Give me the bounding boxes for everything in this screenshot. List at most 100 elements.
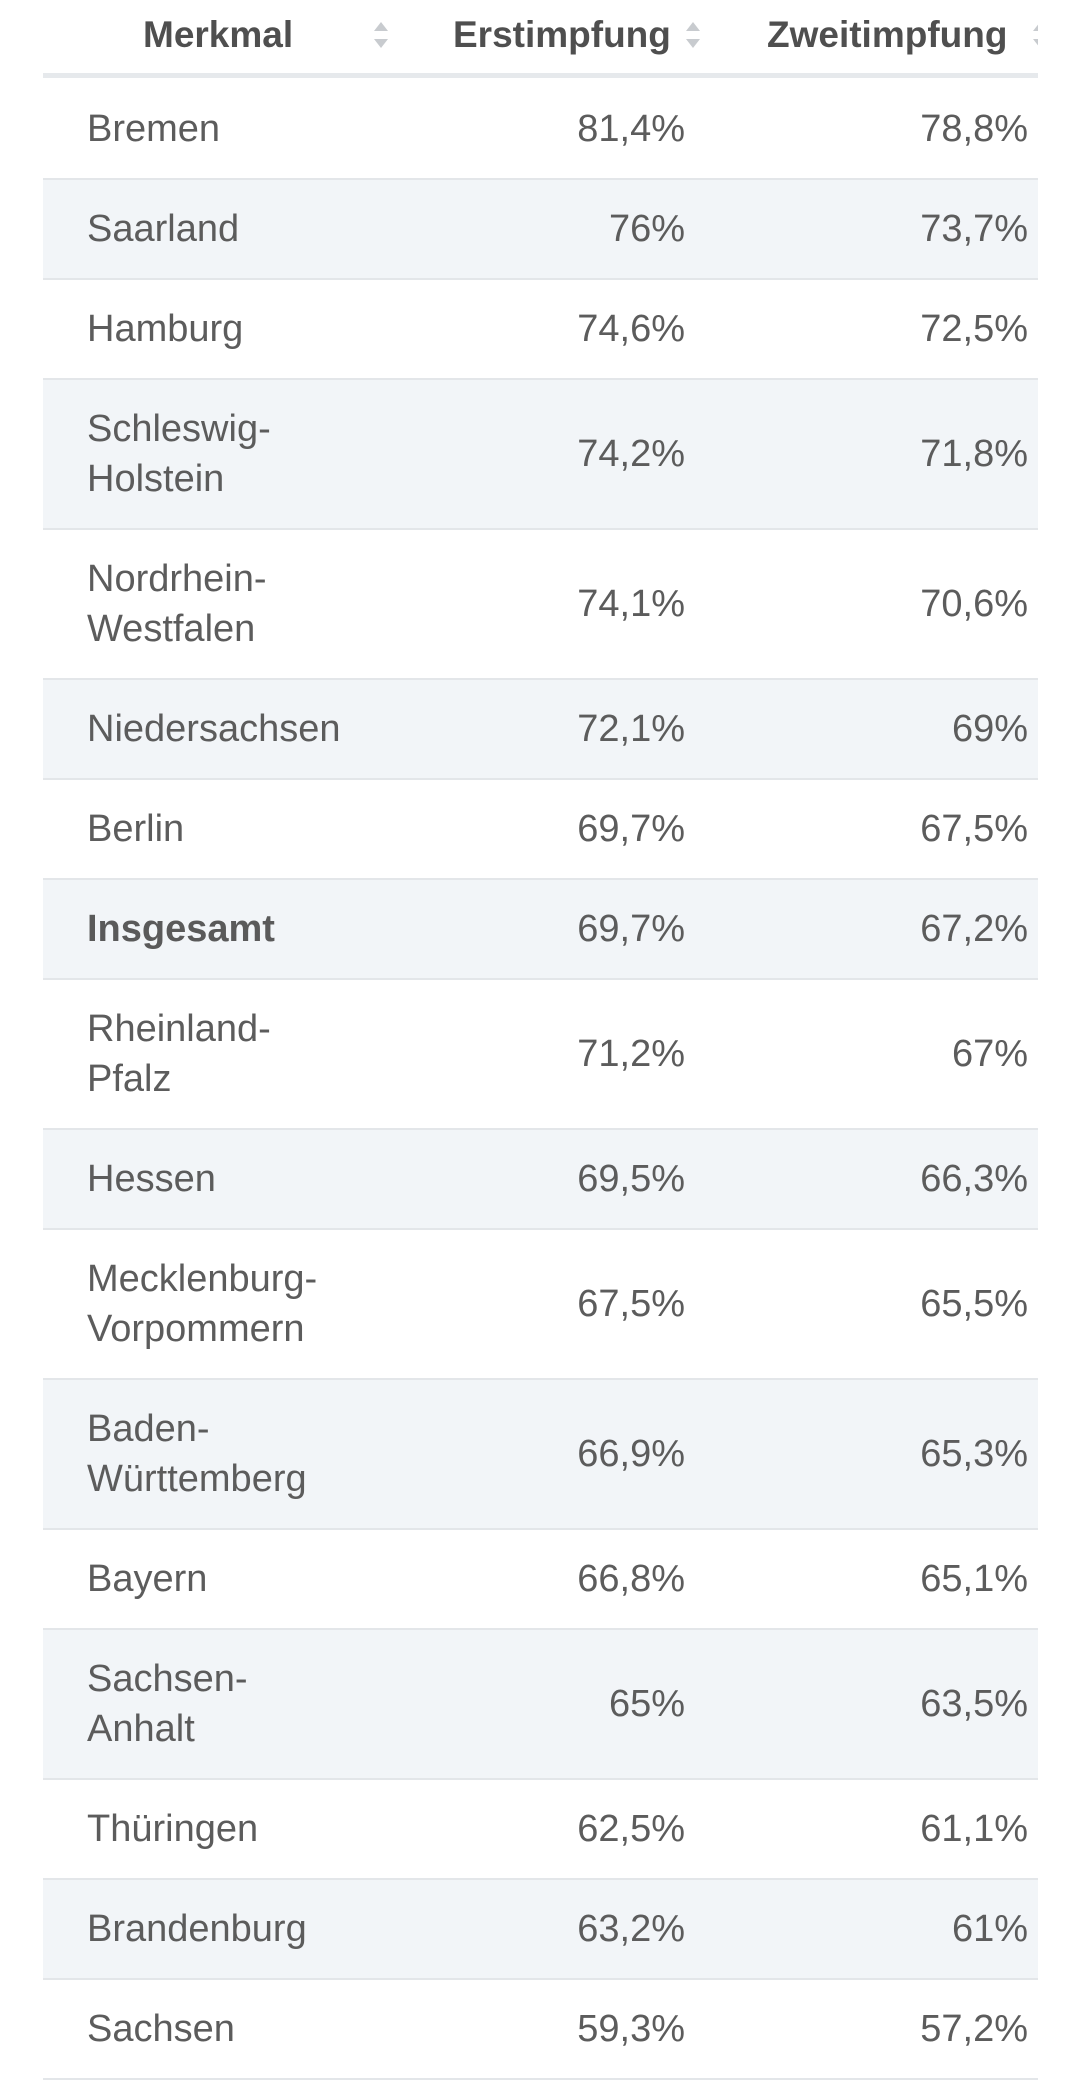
cell-erstimpfung: 72,1% [577, 708, 685, 750]
cell-zweitimpfung: 78,8% [920, 108, 1028, 150]
table-row: Thüringen 62,5% 61,1% [43, 1780, 1038, 1880]
cell-merkmal-line: Vorpommern [87, 1308, 305, 1350]
cell-merkmal-line: Bremen [87, 108, 221, 150]
cell-merkmal-line: Thüringen [87, 1808, 259, 1850]
table-row: Insgesamt 69,7% 67,2% [43, 880, 1038, 980]
cell-zweitimpfung: 73,7% [920, 208, 1028, 250]
cell-merkmal-line: Württemberg [87, 1458, 307, 1500]
table-row: Sachsen 59,3% 57,2% [43, 1980, 1038, 2080]
sort-updown-icon[interactable] [371, 16, 391, 54]
cell-merkmal: Niedersachsen [87, 704, 417, 754]
cell-merkmal-line: Schleswig- [87, 408, 271, 450]
column-header-zweitimpfung[interactable]: Zweitimpfung [767, 14, 1008, 55]
cell-zweitimpfung: 67,2% [920, 908, 1028, 950]
cell-merkmal: Insgesamt [87, 904, 417, 954]
cell-erstimpfung: 59,3% [577, 2008, 685, 2050]
cell-merkmal-line: Baden- [87, 1408, 210, 1450]
table-body: Bremen 81,4% 78,8% Saarland 76% 73,7% Hamburg 7… [43, 80, 1038, 2080]
table-row: Bremen 81,4% 78,8% [43, 80, 1038, 180]
table-row: Nordrhein- Westfalen 74,1% 70,6% [43, 530, 1038, 680]
cell-merkmal-line: Hamburg [87, 308, 244, 350]
table-row: Hamburg 74,6% 72,5% [43, 280, 1038, 380]
table-row: Schleswig- Holstein 74,2% 71,8% [43, 380, 1038, 530]
table-row: Berlin 69,7% 67,5% [43, 780, 1038, 880]
sort-updown-icon[interactable] [683, 16, 703, 54]
cell-erstimpfung: 65% [608, 1683, 685, 1725]
cell-zweitimpfung: 57,2% [920, 2008, 1028, 2050]
cell-zweitimpfung: 72,5% [920, 308, 1028, 350]
cell-merkmal-line: Niedersachsen [87, 708, 341, 750]
table-row: Sachsen- Anhalt 65% 63,5% [43, 1630, 1038, 1780]
cell-merkmal-line: Mecklenburg- [87, 1258, 318, 1300]
cell-merkmal: Rheinland- Pfalz [87, 1004, 417, 1104]
cell-merkmal: Saarland [87, 204, 417, 254]
cell-merkmal: Bremen [87, 104, 417, 154]
cell-erstimpfung: 76% [608, 208, 685, 250]
cell-zweitimpfung: 65,1% [920, 1558, 1028, 1600]
table-row: Hessen 69,5% 66,3% [43, 1130, 1038, 1230]
table-row: Bayern 66,8% 65,1% [43, 1530, 1038, 1630]
table-row: Brandenburg 63,2% 61% [43, 1880, 1038, 1980]
cell-merkmal: Thüringen [87, 1804, 417, 1854]
cell-merkmal: Berlin [87, 804, 417, 854]
column-header-erstimpfung[interactable]: Erstimpfung [453, 14, 671, 55]
cell-merkmal-line: Nordrhein- [87, 558, 267, 600]
cell-merkmal-line: Sachsen [87, 2008, 235, 2050]
cell-merkmal-line: Berlin [87, 808, 185, 850]
cell-zweitimpfung: 71,8% [920, 433, 1028, 475]
cell-erstimpfung: 62,5% [577, 1808, 685, 1850]
cell-erstimpfung: 63,2% [577, 1908, 685, 1950]
cell-erstimpfung: 81,4% [577, 108, 685, 150]
cell-merkmal-line: Insgesamt [87, 908, 275, 950]
table-row: Baden- Württemberg 66,9% 65,3% [43, 1380, 1038, 1530]
cell-merkmal-line: Sachsen- [87, 1658, 248, 1700]
cell-erstimpfung: 71,2% [577, 1033, 685, 1075]
cell-zweitimpfung: 61,1% [920, 1808, 1028, 1850]
cell-merkmal-line: Saarland [87, 208, 240, 250]
cell-zweitimpfung: 69% [951, 708, 1028, 750]
cell-erstimpfung: 66,9% [577, 1433, 685, 1475]
cell-erstimpfung: 69,7% [577, 908, 685, 950]
cell-merkmal: Baden- Württemberg [87, 1404, 417, 1504]
cell-zweitimpfung: 67,5% [920, 808, 1028, 850]
table-row: Saarland 76% 73,7% [43, 180, 1038, 280]
table-row: Niedersachsen 72,1% 69% [43, 680, 1038, 780]
cell-zweitimpfung: 65,3% [920, 1433, 1028, 1475]
cell-zweitimpfung: 66,3% [920, 1158, 1028, 1200]
cell-merkmal: Brandenburg [87, 1904, 417, 1954]
cell-zweitimpfung: 63,5% [920, 1683, 1028, 1725]
cell-erstimpfung: 74,6% [577, 308, 685, 350]
cell-merkmal-line: Rheinland- [87, 1008, 271, 1050]
cell-merkmal-line: Brandenburg [87, 1908, 307, 1950]
cell-zweitimpfung: 61% [951, 1908, 1028, 1950]
cell-merkmal-line: Westfalen [87, 608, 256, 650]
cell-merkmal: Bayern [87, 1554, 417, 1604]
cell-merkmal: Hamburg [87, 304, 417, 354]
cell-merkmal-line: Pfalz [87, 1058, 172, 1100]
cell-zweitimpfung: 67% [951, 1033, 1028, 1075]
cell-erstimpfung: 67,5% [577, 1283, 685, 1325]
cell-merkmal: Hessen [87, 1154, 417, 1204]
cell-merkmal-line: Hessen [87, 1158, 216, 1200]
cell-zweitimpfung: 65,5% [920, 1283, 1028, 1325]
cell-merkmal: Sachsen- Anhalt [87, 1654, 417, 1754]
cell-erstimpfung: 66,8% [577, 1558, 685, 1600]
cell-merkmal-line: Anhalt [87, 1708, 195, 1750]
table-header: Merkmal Erstimpfung Zweitimpfung [43, 0, 1038, 78]
cell-zweitimpfung: 70,6% [920, 583, 1028, 625]
cell-merkmal-line: Holstein [87, 458, 225, 500]
cell-merkmal-line: Bayern [87, 1558, 208, 1600]
cell-merkmal: Schleswig- Holstein [87, 404, 417, 504]
cell-merkmal: Nordrhein- Westfalen [87, 554, 417, 654]
cell-erstimpfung: 69,7% [577, 808, 685, 850]
data-table: Merkmal Erstimpfung Zweitimpfung Bremen 8… [43, 0, 1038, 2100]
table-row: Mecklenburg- Vorpommern 67,5% 65,5% [43, 1230, 1038, 1380]
cell-merkmal: Mecklenburg- Vorpommern [87, 1254, 417, 1354]
column-header-merkmal[interactable]: Merkmal [143, 14, 294, 55]
table-row: Rheinland- Pfalz 71,2% 67% [43, 980, 1038, 1130]
cell-erstimpfung: 74,2% [577, 433, 685, 475]
cell-merkmal: Sachsen [87, 2004, 417, 2054]
cell-erstimpfung: 74,1% [577, 583, 685, 625]
sort-updown-icon[interactable] [1030, 16, 1038, 54]
cell-erstimpfung: 69,5% [577, 1158, 685, 1200]
